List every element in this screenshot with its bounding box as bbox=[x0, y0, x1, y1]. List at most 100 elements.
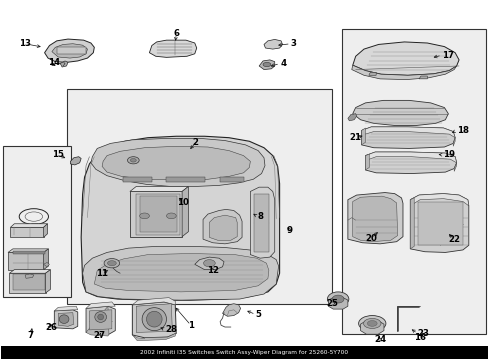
Polygon shape bbox=[60, 61, 68, 67]
Polygon shape bbox=[365, 152, 456, 174]
Text: 13: 13 bbox=[19, 39, 31, 48]
Bar bbox=[3, 146, 71, 297]
Polygon shape bbox=[352, 196, 397, 242]
Ellipse shape bbox=[107, 261, 116, 266]
Text: 20: 20 bbox=[365, 234, 376, 243]
Polygon shape bbox=[43, 249, 48, 270]
Text: 21: 21 bbox=[349, 133, 361, 142]
Text: 27: 27 bbox=[93, 332, 105, 341]
Polygon shape bbox=[140, 196, 177, 232]
Ellipse shape bbox=[203, 260, 215, 267]
Polygon shape bbox=[136, 304, 172, 332]
Ellipse shape bbox=[98, 314, 103, 320]
Text: 2002 Infiniti I35 Switches Switch Assy-Wiper Diagram for 25260-5Y700: 2002 Infiniti I35 Switches Switch Assy-W… bbox=[140, 350, 348, 355]
Text: 22: 22 bbox=[447, 235, 459, 244]
Polygon shape bbox=[44, 39, 94, 62]
Ellipse shape bbox=[146, 311, 162, 327]
Polygon shape bbox=[209, 215, 237, 240]
Polygon shape bbox=[220, 177, 243, 182]
Polygon shape bbox=[94, 253, 268, 292]
Polygon shape bbox=[54, 310, 78, 329]
Polygon shape bbox=[409, 198, 413, 249]
Polygon shape bbox=[132, 298, 175, 305]
Polygon shape bbox=[347, 193, 402, 244]
Text: 25: 25 bbox=[325, 299, 338, 308]
Polygon shape bbox=[166, 177, 205, 182]
Polygon shape bbox=[89, 310, 112, 330]
Polygon shape bbox=[86, 302, 115, 309]
Polygon shape bbox=[149, 40, 196, 57]
Polygon shape bbox=[365, 152, 456, 163]
Polygon shape bbox=[43, 262, 49, 267]
Text: 14: 14 bbox=[48, 58, 61, 67]
Polygon shape bbox=[10, 224, 47, 227]
Polygon shape bbox=[453, 163, 456, 171]
Text: 11: 11 bbox=[96, 269, 108, 278]
Polygon shape bbox=[130, 186, 188, 192]
Ellipse shape bbox=[363, 319, 380, 328]
Polygon shape bbox=[360, 320, 383, 334]
Polygon shape bbox=[452, 138, 454, 146]
Bar bbox=[0, 346, 488, 359]
Polygon shape bbox=[122, 177, 152, 182]
Polygon shape bbox=[417, 202, 462, 245]
Polygon shape bbox=[8, 249, 48, 252]
Ellipse shape bbox=[263, 62, 270, 67]
Text: 15: 15 bbox=[52, 150, 64, 159]
Polygon shape bbox=[361, 127, 454, 138]
Polygon shape bbox=[194, 257, 224, 270]
Polygon shape bbox=[54, 306, 78, 311]
Polygon shape bbox=[86, 306, 109, 336]
Polygon shape bbox=[361, 127, 454, 148]
Text: 16: 16 bbox=[413, 333, 425, 342]
Polygon shape bbox=[86, 306, 115, 334]
Polygon shape bbox=[10, 227, 43, 237]
Polygon shape bbox=[361, 128, 365, 145]
Text: 19: 19 bbox=[443, 150, 454, 159]
Polygon shape bbox=[352, 42, 458, 75]
Text: 17: 17 bbox=[441, 51, 453, 60]
Text: 4: 4 bbox=[280, 59, 285, 68]
Polygon shape bbox=[70, 157, 81, 165]
Text: 28: 28 bbox=[165, 325, 177, 334]
Polygon shape bbox=[9, 273, 45, 293]
Text: 5: 5 bbox=[255, 310, 261, 319]
Ellipse shape bbox=[104, 258, 120, 268]
Ellipse shape bbox=[130, 158, 136, 162]
Polygon shape bbox=[264, 40, 282, 49]
Polygon shape bbox=[130, 192, 182, 237]
Bar bbox=[341, 30, 485, 334]
Polygon shape bbox=[351, 65, 456, 80]
Polygon shape bbox=[9, 270, 50, 273]
Polygon shape bbox=[13, 274, 44, 291]
Polygon shape bbox=[13, 251, 44, 254]
Text: 23: 23 bbox=[417, 329, 429, 338]
Text: 7: 7 bbox=[28, 332, 34, 341]
Polygon shape bbox=[132, 302, 176, 338]
Polygon shape bbox=[58, 313, 74, 326]
Polygon shape bbox=[418, 76, 427, 79]
Polygon shape bbox=[409, 194, 468, 252]
Polygon shape bbox=[182, 186, 188, 237]
Polygon shape bbox=[328, 298, 347, 309]
Text: 2: 2 bbox=[192, 138, 198, 147]
Polygon shape bbox=[52, 44, 87, 58]
Polygon shape bbox=[82, 246, 278, 300]
Text: 6: 6 bbox=[173, 29, 179, 38]
Text: 8: 8 bbox=[257, 212, 263, 221]
Ellipse shape bbox=[366, 320, 376, 326]
Polygon shape bbox=[222, 304, 240, 316]
Ellipse shape bbox=[127, 157, 139, 164]
Polygon shape bbox=[25, 274, 34, 278]
Polygon shape bbox=[368, 72, 375, 75]
Polygon shape bbox=[259, 60, 274, 69]
Ellipse shape bbox=[95, 312, 106, 322]
Text: 24: 24 bbox=[373, 335, 386, 344]
Polygon shape bbox=[250, 187, 274, 258]
Polygon shape bbox=[352, 100, 447, 126]
Text: 18: 18 bbox=[456, 126, 468, 135]
Ellipse shape bbox=[331, 295, 343, 303]
Ellipse shape bbox=[142, 308, 166, 330]
Polygon shape bbox=[347, 114, 356, 121]
Text: 10: 10 bbox=[177, 198, 189, 207]
